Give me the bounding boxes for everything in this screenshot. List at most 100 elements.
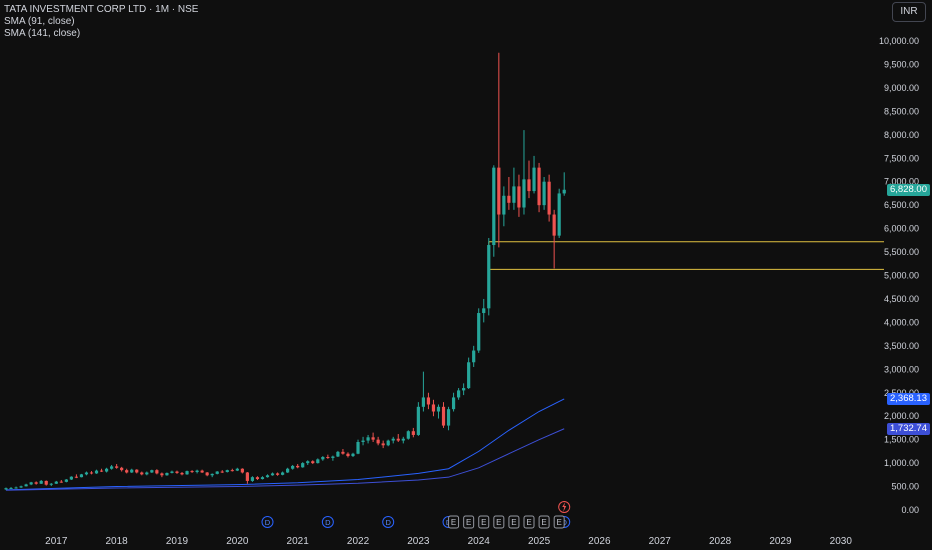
candle-body [160, 473, 164, 476]
candle-body [436, 406, 441, 412]
candlesticks [4, 52, 566, 491]
earnings-marker [553, 515, 565, 529]
candle-body [482, 308, 486, 314]
candle-body [74, 476, 79, 478]
moving-average-lines [5, 398, 565, 491]
candle-body [301, 463, 305, 468]
horizontal-levels [488, 241, 884, 270]
x-tick-label: 2027 [649, 536, 672, 547]
candle-body [44, 480, 48, 485]
candle-body [446, 409, 451, 426]
candle-body [477, 313, 481, 351]
y-tick-label: 5,000.00 [884, 271, 919, 281]
indicator-sma-141[interactable]: SMA (141, close) [4, 28, 81, 39]
time-axis[interactable]: 2017 2018 2019 2020 2021 2022 2023 2024 2025 2026… [45, 536, 852, 547]
y-tick-label: 4,500.00 [884, 294, 919, 304]
candle-body [34, 482, 38, 484]
candle-body [270, 473, 275, 476]
x-tick-label: 2019 [166, 536, 189, 547]
candle-body [502, 195, 506, 215]
candle-body [421, 397, 425, 407]
candle-body [235, 468, 239, 471]
candle-body [296, 465, 300, 468]
split-marker [558, 501, 571, 513]
candle-body [391, 438, 395, 441]
currency-button[interactable]: INR [892, 2, 926, 22]
candle-body [255, 477, 260, 480]
x-tick-label: 2024 [468, 536, 491, 547]
candle-body [457, 390, 461, 398]
candle-body [200, 470, 204, 473]
candle-body [376, 439, 380, 444]
indicator-sma-91[interactable]: SMA (91, close) [4, 16, 75, 27]
candle-body [401, 438, 405, 441]
earnings-marker [523, 515, 535, 529]
candle-body [396, 438, 400, 441]
dividend-marker-label: D [385, 518, 391, 527]
y-tick-label: 7,500.00 [884, 153, 919, 163]
dividend-marker-label: D [265, 518, 271, 527]
candle-body [381, 443, 385, 446]
x-tick-label: 2030 [830, 536, 853, 547]
dividend-marker [382, 516, 395, 528]
candle-body [4, 488, 8, 490]
y-tick-label: 0.00 [901, 505, 919, 515]
candle-body [497, 167, 501, 215]
candle-body [431, 404, 436, 412]
candle-body [522, 179, 526, 208]
symbol-title[interactable]: TATA INVESTMENT CORP LTD · 1M · NSE [4, 4, 199, 15]
candle-body [135, 469, 139, 473]
candle-body [69, 476, 73, 480]
candle-body [29, 482, 33, 485]
candle-body [406, 431, 410, 439]
y-tick-label: 7,000.00 [884, 177, 919, 187]
dividend-marker-label: D [325, 518, 331, 527]
candle-body [49, 483, 53, 485]
candle-body [54, 481, 58, 484]
sma-141-value-badge: 1,732.74 [887, 422, 930, 435]
x-tick-label: 2021 [287, 536, 310, 547]
candle-body [371, 437, 375, 440]
candle-body [205, 472, 209, 476]
x-tick-label: 2029 [769, 536, 792, 547]
chart-legend: TATA INVESTMENT CORP LTD · 1M · NSE SMA … [4, 4, 198, 40]
candle-body [517, 186, 521, 208]
candle-body [426, 397, 431, 405]
candle-body [210, 473, 214, 476]
candle-body [321, 457, 325, 460]
candle-body [280, 472, 285, 475]
x-tick-label: 2028 [709, 536, 732, 547]
y-tick-label: 3,000.00 [884, 364, 919, 374]
x-tick-label: 2018 [106, 536, 129, 547]
y-tick-label: 6,500.00 [884, 200, 919, 210]
y-tick-label: 10,000.00 [879, 36, 919, 46]
candle-body [170, 471, 174, 473]
y-tick-label: 1,000.00 [884, 458, 919, 468]
earnings-marker [538, 515, 550, 529]
price-axis[interactable]: 0.00 500.00 1,000.00 1,500.00 2,000.00 2,500.… [879, 36, 919, 515]
dividend-marker [261, 516, 274, 528]
candle-body [341, 451, 345, 454]
candle-body [180, 472, 184, 475]
candle-body [250, 477, 255, 481]
earnings-marker-label: E [466, 518, 471, 527]
y-tick-label: 8,000.00 [884, 130, 919, 140]
x-tick-label: 2026 [588, 536, 611, 547]
earnings-marker [478, 515, 490, 529]
candle-body [9, 487, 13, 489]
sma-91-value-badge: 2,368.13 [887, 392, 930, 405]
x-tick-label: 2023 [407, 536, 430, 547]
earnings-marker-label: E [526, 518, 531, 527]
y-tick-label: 3,500.00 [884, 341, 919, 351]
candle-body [467, 362, 471, 389]
candle-body [557, 193, 561, 236]
x-tick-label: 2017 [45, 536, 68, 547]
candle-body [110, 466, 114, 469]
candle-body [145, 472, 149, 475]
candle-body [356, 441, 360, 454]
candle-body [150, 470, 154, 473]
event-markers[interactable]: DDDDDEEEEEEEE [261, 501, 571, 529]
earnings-marker-label: E [496, 518, 501, 527]
earnings-marker-label: E [557, 518, 562, 527]
